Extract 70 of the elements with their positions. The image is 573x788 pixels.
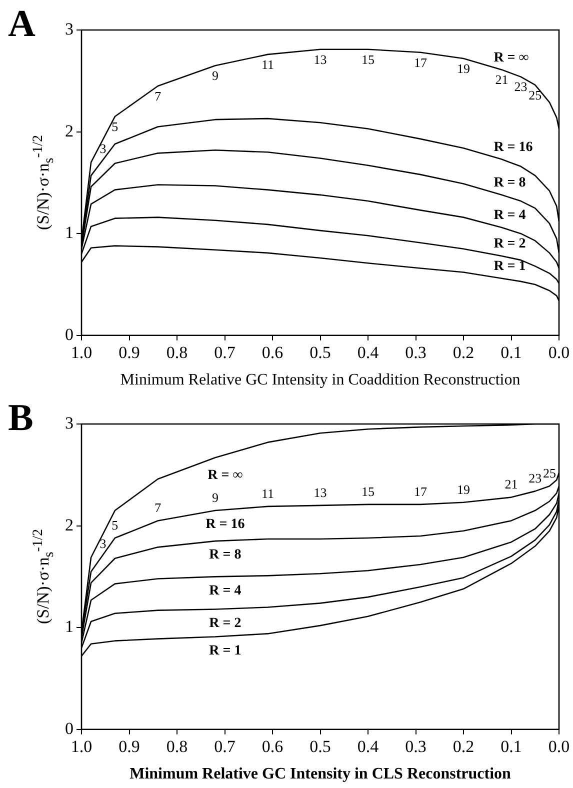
x-tick-label: 0.5 <box>310 737 331 756</box>
x-tick-label: 0.0 <box>548 737 570 756</box>
x-axis-title: Minimum Relative GC Intensity in Coaddition Reconstruction <box>120 372 520 389</box>
annotation: 21 <box>495 72 508 88</box>
annotation: 7 <box>154 88 162 104</box>
annotation: 15 <box>362 52 374 67</box>
annotation: 13 <box>314 484 327 500</box>
y-tick-label: 0 <box>65 718 74 738</box>
series-label: R = 4 <box>494 208 526 224</box>
x-tick-label: 1.0 <box>70 737 92 756</box>
x-tick-label: 0.2 <box>452 343 474 362</box>
annotation: 17 <box>414 484 428 499</box>
annotation: 19 <box>457 60 470 76</box>
annotation: 23 <box>528 470 542 486</box>
y-tick-label: 0 <box>65 324 74 344</box>
x-tick-label: 1.0 <box>70 343 92 362</box>
annotation: 3 <box>100 140 106 156</box>
annotation: 15 <box>362 484 374 499</box>
series-label: R = 1 <box>209 643 242 658</box>
annotation: 9 <box>212 490 218 505</box>
y-tick-label: 2 <box>65 515 74 534</box>
annotation: 11 <box>261 486 274 501</box>
series-label: R = 2 <box>209 616 242 631</box>
series-label: R = ∞ <box>208 468 243 484</box>
series-label: R = 8 <box>209 548 242 563</box>
y-tick-label: 2 <box>65 121 74 140</box>
series-label: R = 8 <box>494 176 526 191</box>
y-tick-label: 3 <box>65 413 74 432</box>
x-tick-label: 0.3 <box>405 343 426 362</box>
annotation: 11 <box>261 56 274 72</box>
x-tick-label: 0.8 <box>166 737 188 756</box>
annotation: 7 <box>154 500 162 516</box>
annotation: 19 <box>457 482 470 497</box>
annotation: 5 <box>112 517 118 532</box>
x-tick-label: 0.6 <box>262 343 284 362</box>
annotation: 3 <box>100 536 106 552</box>
annotation: 17 <box>414 54 428 70</box>
annotation: 21 <box>504 476 518 492</box>
series-label: R = 2 <box>494 236 526 252</box>
series-label: R = 16 <box>206 517 245 532</box>
x-tick-label: 0.0 <box>548 343 570 362</box>
y-tick-label: 1 <box>65 617 74 636</box>
x-axis-title: Minimum Relative GC Intensity in CLS Reconstruction <box>130 766 512 783</box>
x-tick-label: 0.5 <box>310 343 331 362</box>
annotation: 5 <box>112 118 118 134</box>
x-tick-label: 0.6 <box>262 737 284 756</box>
x-tick-label: 0.8 <box>166 343 188 362</box>
chart-title: B <box>8 396 34 440</box>
annotation: 9 <box>212 68 218 84</box>
annotation: 23 <box>514 79 528 94</box>
series-label: R = 16 <box>494 140 533 155</box>
series-label: R = ∞ <box>494 50 529 66</box>
annotation: 25 <box>528 87 542 102</box>
series-label: R = 4 <box>209 583 242 598</box>
x-tick-label: 0.9 <box>118 737 140 756</box>
y-tick-label: 1 <box>65 223 74 242</box>
x-tick-label: 0.7 <box>214 343 236 362</box>
x-tick-label: 0.3 <box>405 737 426 756</box>
x-tick-label: 0.4 <box>357 343 380 362</box>
y-tick-label: 3 <box>65 19 74 38</box>
series-label: R = 1 <box>494 259 526 274</box>
x-tick-label: 0.7 <box>214 737 236 756</box>
x-tick-label: 0.1 <box>500 343 522 362</box>
annotation: 13 <box>314 52 327 67</box>
chart-title: A <box>8 2 36 46</box>
x-tick-label: 0.1 <box>500 737 522 756</box>
annotation: 25 <box>542 466 556 481</box>
x-tick-label: 0.2 <box>452 737 474 756</box>
x-tick-label: 0.9 <box>118 343 140 362</box>
x-tick-label: 0.4 <box>357 737 380 756</box>
